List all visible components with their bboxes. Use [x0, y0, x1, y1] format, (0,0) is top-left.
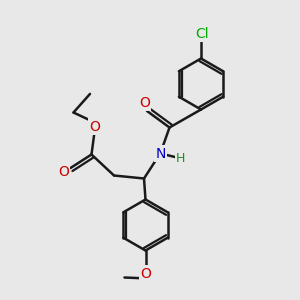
Text: O: O [139, 96, 150, 110]
Text: O: O [58, 166, 69, 179]
Text: Cl: Cl [196, 27, 209, 40]
Text: O: O [140, 267, 151, 280]
Text: O: O [89, 120, 100, 134]
Text: N: N [155, 147, 166, 160]
Text: H: H [176, 152, 185, 165]
